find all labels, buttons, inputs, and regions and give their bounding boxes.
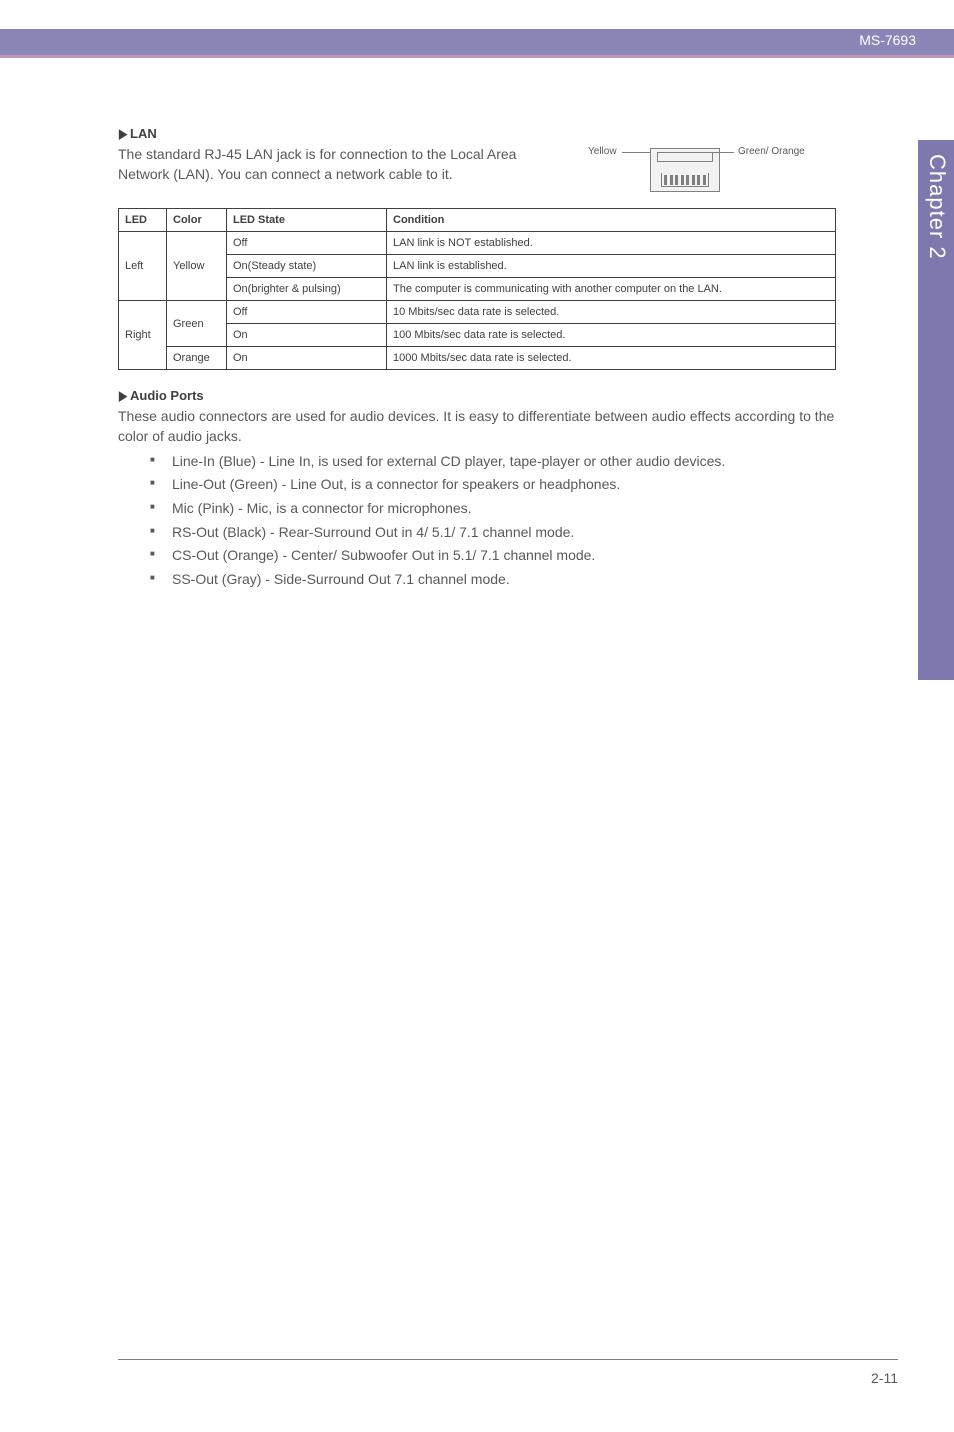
table-row: Right Green Off 10 Mbits/sec data rate i… (119, 301, 836, 324)
cell-state: Off (227, 301, 387, 324)
th-state: LED State (227, 209, 387, 232)
audio-intro: These audio connectors are used for audi… (118, 406, 836, 447)
cell-state: On (227, 324, 387, 347)
lan-paragraph: The standard RJ-45 LAN jack is for conne… (118, 144, 548, 185)
th-condition: Condition (387, 209, 836, 232)
cell-condition: 1000 Mbits/sec data rate is selected. (387, 347, 836, 370)
lan-row: The standard RJ-45 LAN jack is for conne… (118, 144, 836, 198)
accent-line (0, 55, 954, 58)
cell-condition: 10 Mbits/sec data rate is selected. (387, 301, 836, 324)
lan-heading: ▶LAN (118, 126, 836, 142)
header-band (0, 29, 954, 55)
table-row: On(Steady state) LAN link is established… (119, 255, 836, 278)
list-item: Line-In (Blue) - Line In, is used for ex… (172, 451, 836, 473)
chapter-tab-label: Chapter 2 (918, 140, 950, 260)
th-led: LED (119, 209, 167, 232)
cell-led: Left (119, 232, 167, 301)
table-row: On 100 Mbits/sec data rate is selected. (119, 324, 836, 347)
page-footer: 2-11 (118, 1359, 898, 1386)
list-item: Mic (Pink) - Mic, is a connector for mic… (172, 498, 836, 520)
page-number: 2-11 (871, 1370, 898, 1386)
chapter-tab: Chapter 2 (918, 140, 954, 680)
led-table: LED Color LED State Condition Left Yello… (118, 208, 836, 370)
rj45-diagram: Yellow Green/ Orange (554, 144, 834, 198)
list-item: CS-Out (Orange) - Center/ Subwoofer Out … (172, 545, 836, 567)
cell-condition: The computer is communicating with anoth… (387, 278, 836, 301)
cell-condition: LAN link is NOT established. (387, 232, 836, 255)
list-item: RS-Out (Black) - Rear-Surround Out in 4/… (172, 522, 836, 544)
diagram-label-green: Green/ Orange (738, 146, 805, 157)
cell-condition: LAN link is established. (387, 255, 836, 278)
cell-state: Off (227, 232, 387, 255)
audio-bullet-list: Line-In (Blue) - Line In, is used for ex… (118, 451, 836, 591)
audio-heading-text: Audio Ports (130, 388, 204, 403)
cell-state: On(brighter & pulsing) (227, 278, 387, 301)
lan-heading-text: LAN (130, 126, 157, 141)
cell-led: Right (119, 301, 167, 370)
table-row: Orange On 1000 Mbits/sec data rate is se… (119, 347, 836, 370)
th-color: Color (167, 209, 227, 232)
audio-heading: ▶Audio Ports (118, 388, 836, 404)
diagram-label-yellow: Yellow (588, 146, 617, 157)
table-row: On(brighter & pulsing) The computer is c… (119, 278, 836, 301)
cell-color: Green (167, 301, 227, 347)
cell-condition: 100 Mbits/sec data rate is selected. (387, 324, 836, 347)
table-row: Left Yellow Off LAN link is NOT establis… (119, 232, 836, 255)
diagram-line-right (712, 152, 734, 153)
page-content: ▶LAN The standard RJ-45 LAN jack is for … (0, 38, 892, 591)
header-model: MS-7693 (859, 32, 916, 48)
cell-state: On (227, 347, 387, 370)
list-item: Line-Out (Green) - Line Out, is a connec… (172, 474, 836, 496)
cell-state: On(Steady state) (227, 255, 387, 278)
cell-color: Yellow (167, 232, 227, 301)
cell-color: Orange (167, 347, 227, 370)
rj45-jack-icon (650, 148, 720, 192)
list-item: SS-Out (Gray) - Side-Surround Out 7.1 ch… (172, 569, 836, 591)
header: MS-7693 (0, 0, 954, 38)
table-header-row: LED Color LED State Condition (119, 209, 836, 232)
